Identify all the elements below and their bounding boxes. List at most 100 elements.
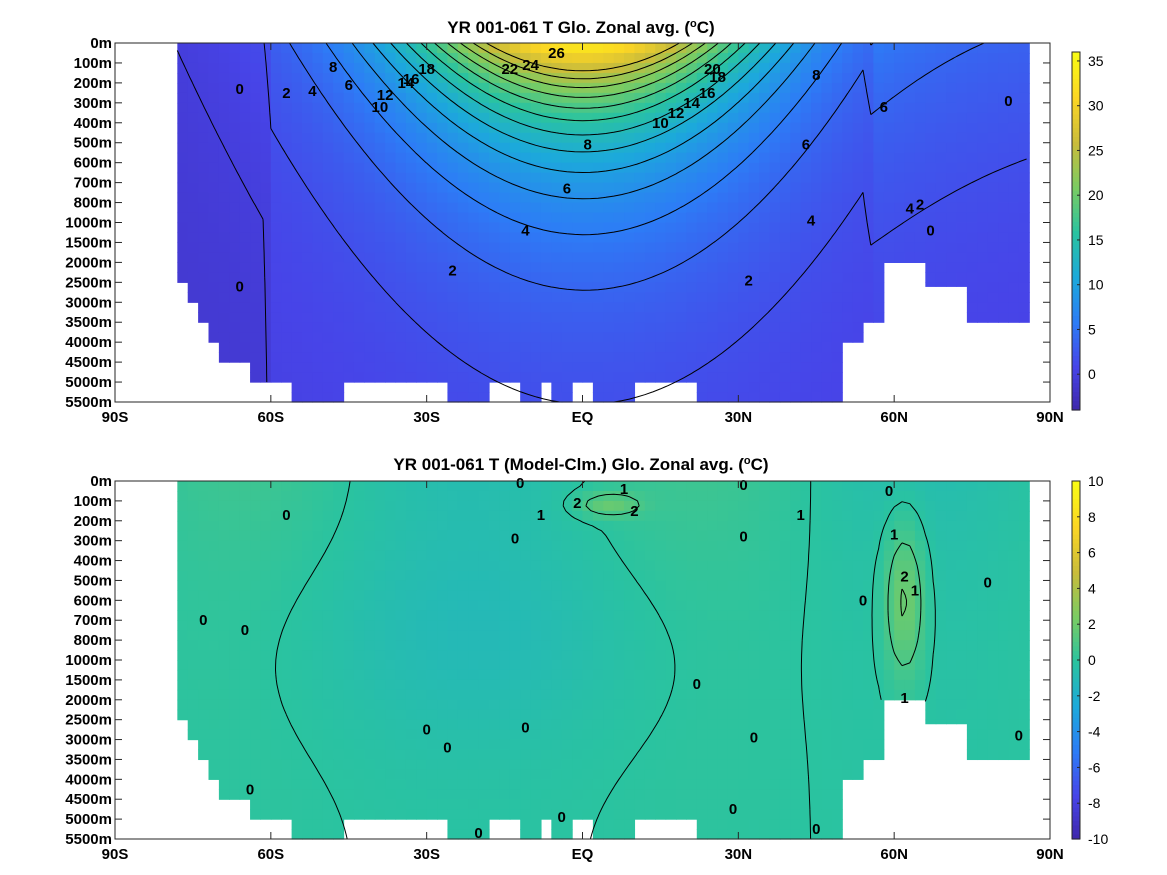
field-cell bbox=[385, 650, 397, 661]
field-cell bbox=[707, 172, 719, 184]
field-cell bbox=[416, 500, 428, 512]
field-cell bbox=[530, 749, 542, 761]
field-cell bbox=[613, 152, 625, 164]
field-cell bbox=[478, 242, 490, 254]
field-cell bbox=[198, 92, 210, 104]
field-cell bbox=[281, 372, 293, 383]
field-cell bbox=[966, 302, 978, 313]
field-cell bbox=[385, 372, 397, 383]
contour-label: 8 bbox=[812, 67, 820, 84]
field-cell bbox=[530, 719, 542, 731]
field-cell bbox=[530, 709, 542, 721]
field-cell bbox=[790, 152, 802, 164]
field-cell bbox=[800, 759, 812, 770]
field-cell bbox=[676, 262, 687, 273]
field-cell bbox=[260, 72, 272, 84]
field-cell bbox=[696, 520, 708, 532]
field-cell bbox=[343, 600, 355, 611]
field-cell bbox=[478, 769, 490, 780]
field-cell bbox=[499, 610, 511, 621]
field-cell bbox=[655, 699, 667, 711]
field-cell bbox=[218, 620, 230, 631]
field-cell bbox=[717, 142, 729, 154]
field-cell bbox=[831, 252, 843, 263]
field-cell bbox=[447, 102, 459, 114]
field-cell bbox=[665, 689, 677, 701]
field-cell bbox=[322, 182, 334, 194]
field-cell bbox=[177, 630, 189, 641]
field-cell bbox=[779, 172, 791, 184]
field-cell bbox=[613, 332, 625, 343]
field-cell bbox=[914, 102, 926, 114]
field-cell bbox=[457, 212, 469, 224]
field-cell bbox=[457, 679, 469, 691]
field-cell bbox=[198, 481, 210, 492]
field-cell bbox=[208, 580, 220, 591]
field-cell bbox=[520, 650, 532, 661]
field-cell bbox=[717, 650, 729, 661]
field-cell bbox=[748, 560, 760, 572]
field-cell bbox=[250, 52, 262, 64]
field-cell bbox=[759, 182, 771, 194]
field-cell bbox=[489, 689, 500, 701]
field-cell bbox=[686, 172, 698, 184]
field-cell bbox=[738, 520, 750, 532]
field-cell bbox=[520, 232, 532, 244]
field-cell bbox=[405, 232, 417, 244]
field-cell bbox=[790, 789, 802, 800]
field-cell bbox=[437, 242, 449, 254]
field-cell bbox=[738, 152, 750, 164]
colorbar-segment bbox=[1072, 369, 1080, 375]
field-cell bbox=[717, 749, 729, 761]
field-cell bbox=[800, 252, 812, 263]
field-cell bbox=[437, 699, 449, 711]
field-cell bbox=[1018, 72, 1030, 84]
field-cell bbox=[447, 789, 459, 800]
field-cell bbox=[624, 342, 636, 353]
contour-label: 6 bbox=[563, 181, 571, 198]
field-cell bbox=[416, 132, 428, 144]
field-cell bbox=[842, 112, 854, 124]
field-cell bbox=[707, 182, 719, 194]
field-cell bbox=[561, 112, 573, 124]
field-cell bbox=[208, 162, 220, 174]
field-cell bbox=[644, 580, 656, 591]
field-cell bbox=[322, 142, 334, 154]
field-cell bbox=[229, 510, 241, 522]
field-cell bbox=[748, 102, 760, 114]
field-cell bbox=[405, 172, 417, 184]
field-cell bbox=[655, 92, 667, 104]
field-cell bbox=[395, 719, 407, 731]
field-cell bbox=[489, 729, 500, 741]
field-cell bbox=[208, 699, 220, 711]
field-cell bbox=[998, 222, 1010, 234]
field-cell bbox=[208, 62, 220, 74]
field-cell bbox=[1018, 112, 1030, 124]
field-cell bbox=[270, 500, 282, 512]
field-cell bbox=[239, 82, 251, 94]
field-cell bbox=[727, 520, 739, 532]
field-cell bbox=[1018, 312, 1030, 323]
field-cell bbox=[655, 630, 667, 641]
field-cell bbox=[499, 192, 511, 204]
field-cell bbox=[727, 222, 739, 234]
field-cell bbox=[821, 242, 833, 254]
y-tick-label: 600m bbox=[74, 155, 112, 172]
field-cell bbox=[239, 192, 251, 204]
field-cell bbox=[499, 729, 511, 741]
field-cell bbox=[530, 799, 542, 810]
field-cell bbox=[727, 252, 739, 263]
field-cell bbox=[644, 679, 656, 691]
field-cell bbox=[499, 322, 511, 333]
field-cell bbox=[426, 242, 438, 254]
field-cell bbox=[540, 72, 552, 84]
field-cell bbox=[946, 142, 958, 154]
field-cell bbox=[759, 749, 771, 761]
field-cell bbox=[478, 112, 490, 124]
field-cell bbox=[852, 122, 864, 134]
colorbar-segment bbox=[1072, 195, 1080, 201]
field-cell bbox=[665, 620, 677, 631]
field-cell bbox=[863, 62, 874, 74]
field-cell bbox=[187, 192, 199, 204]
field-cell bbox=[364, 779, 376, 790]
